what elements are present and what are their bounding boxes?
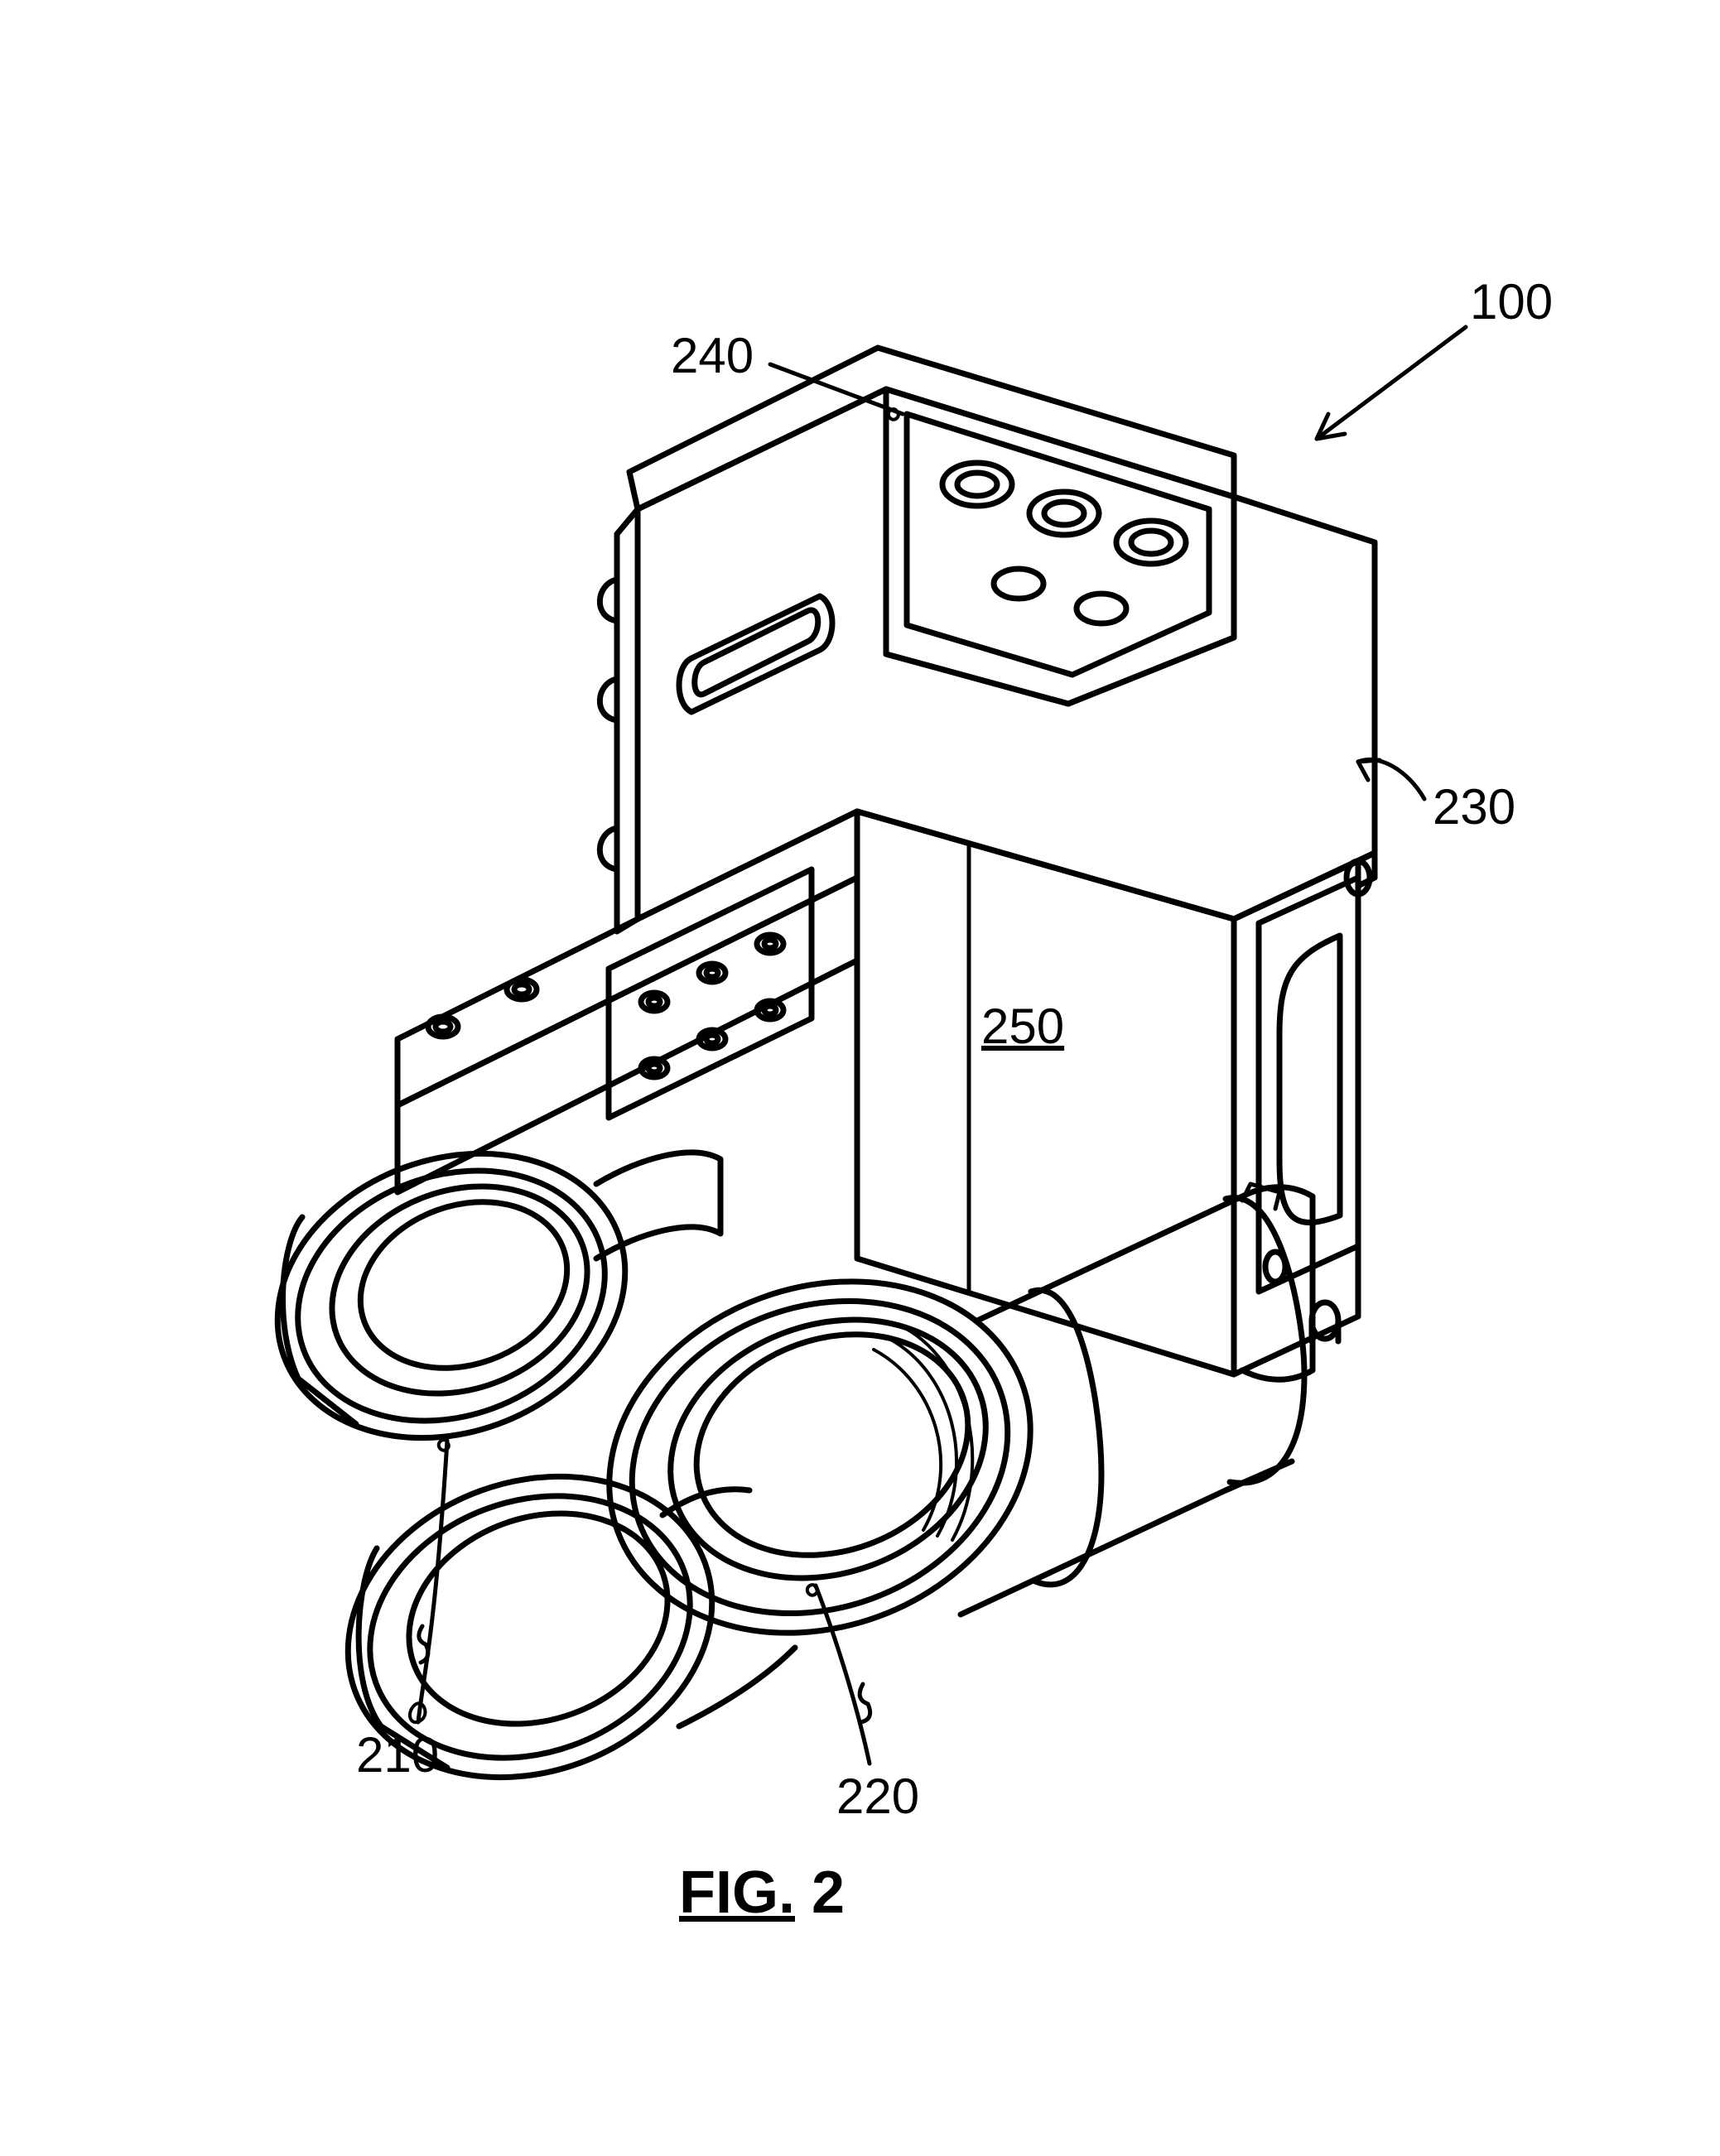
ref-250: 250 xyxy=(981,998,1064,1055)
figure-caption-num: 2 xyxy=(795,1860,845,1926)
ref-220: 220 xyxy=(836,1768,919,1825)
ref-210: 210 xyxy=(356,1726,439,1783)
figure-caption: FIG. 2 xyxy=(679,1859,845,1927)
figure-drawing xyxy=(0,0,1720,2156)
ref-100: 100 xyxy=(1470,273,1553,330)
ref-240: 240 xyxy=(671,327,754,384)
patent-figure-page: 100 240 230 250 210 220 FIG. 2 xyxy=(0,0,1720,2156)
ref-230: 230 xyxy=(1433,778,1515,835)
figure-caption-fig: FIG. xyxy=(679,1860,795,1926)
